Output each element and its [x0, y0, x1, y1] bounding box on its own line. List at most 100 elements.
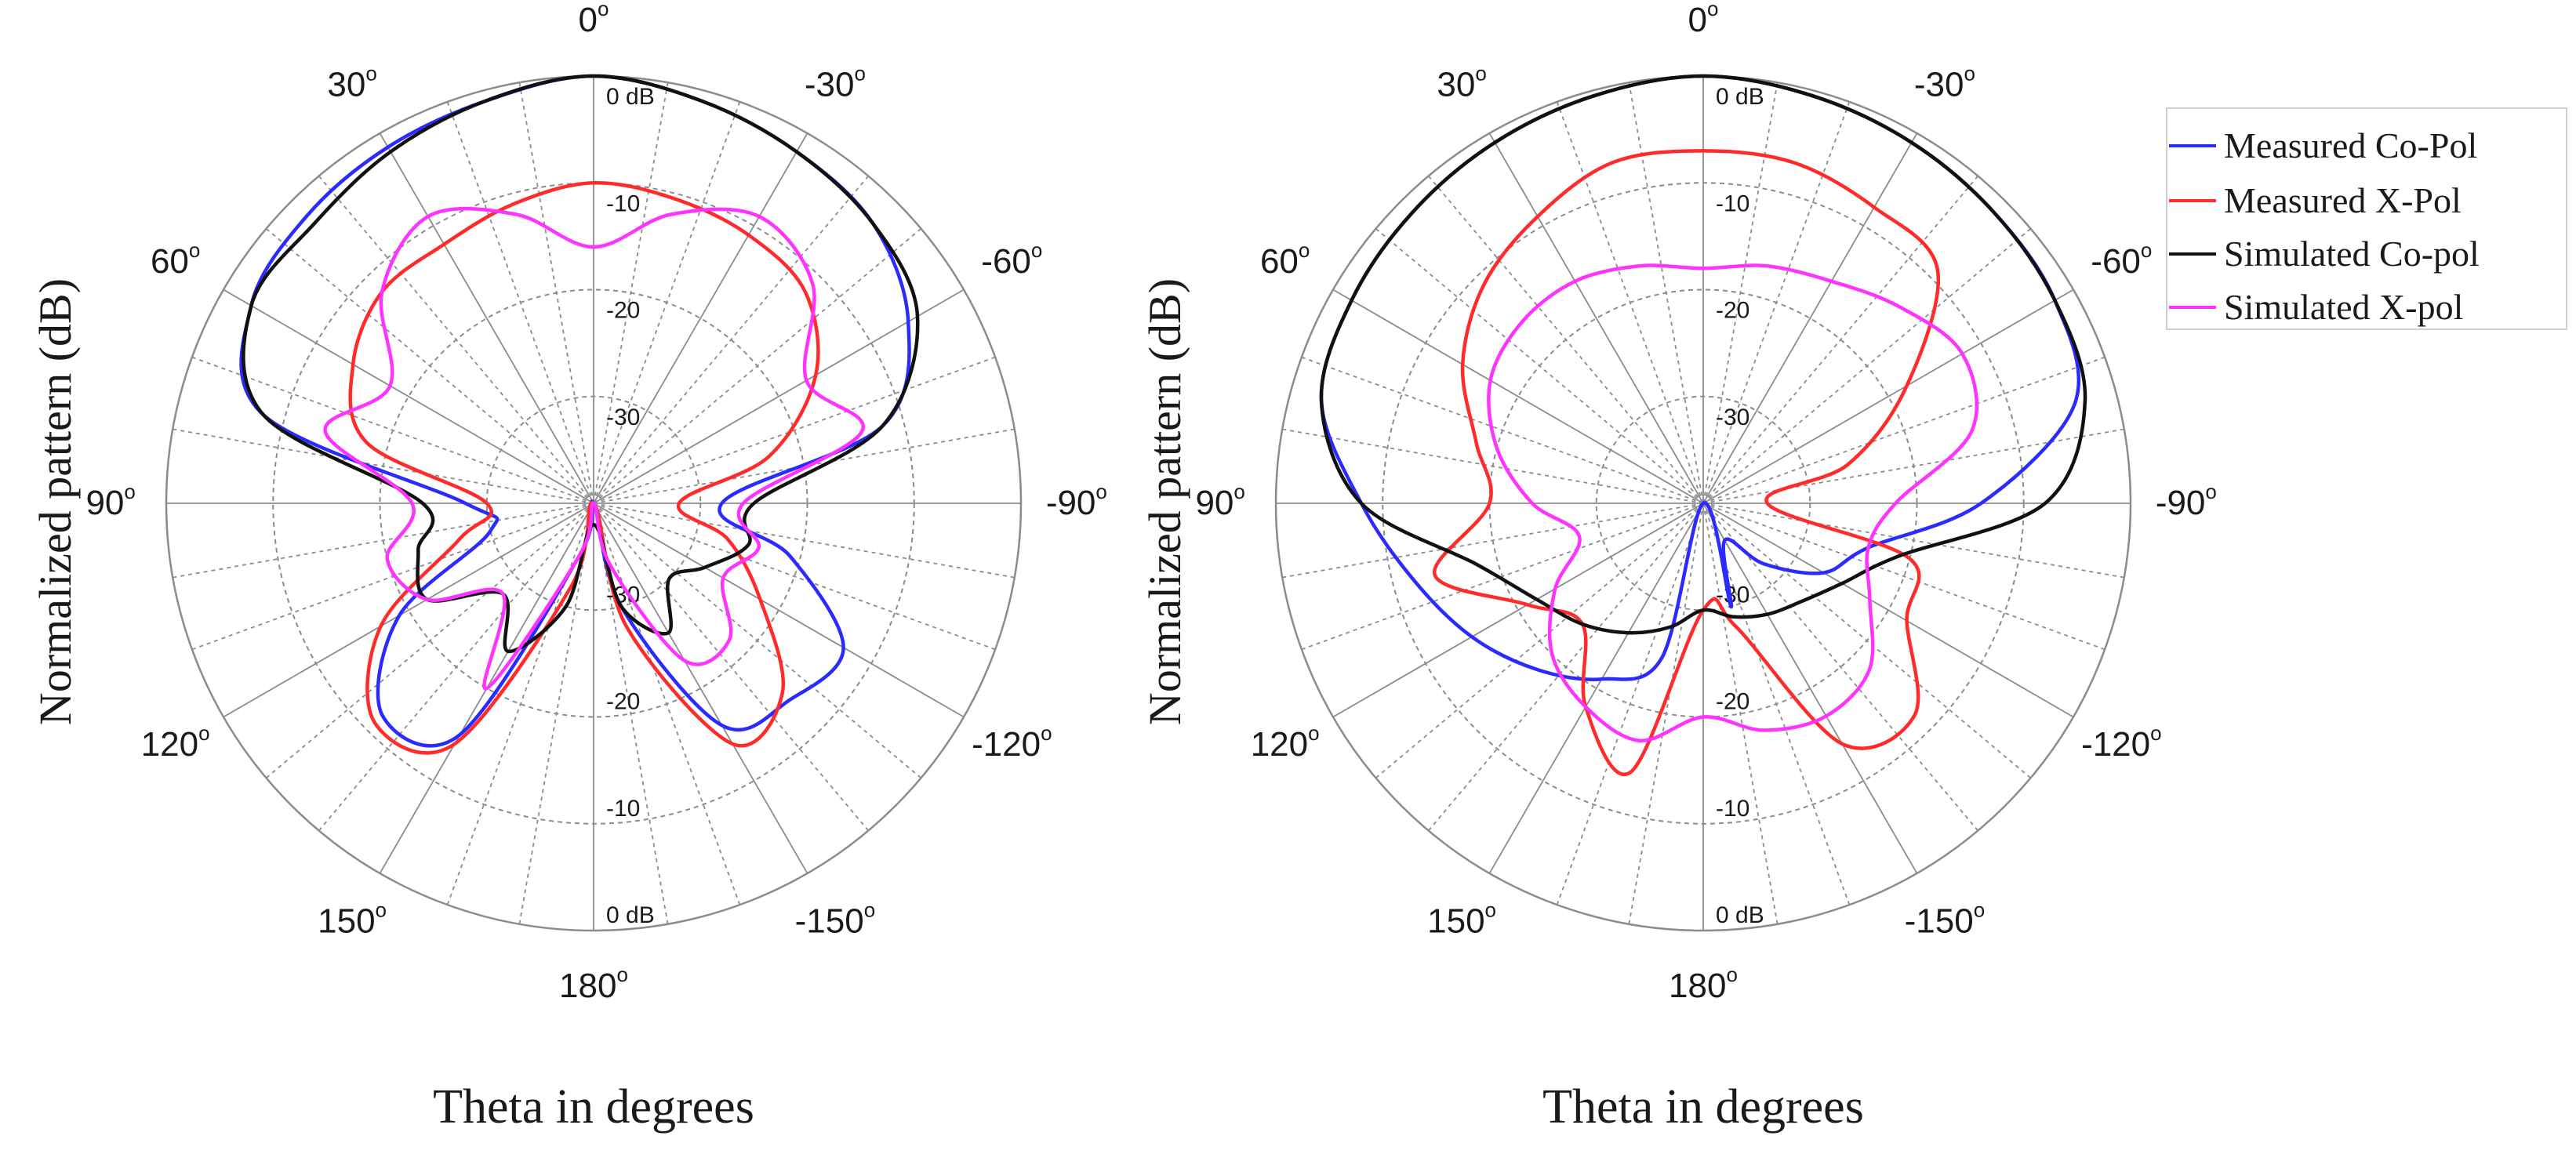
angle-tick-label: 120o [141, 721, 210, 764]
radial-tick-label: -20 [606, 298, 640, 324]
angle-tick-label: 150o [1427, 898, 1496, 940]
angle-tick-label: 120o [1251, 721, 1320, 764]
grid-spoke [1488, 503, 1704, 874]
grid-spoke [1301, 503, 1704, 651]
grid-spoke [379, 132, 594, 504]
radial-tick-label: 0 dB [606, 84, 655, 110]
grid-spoke [1488, 132, 1704, 504]
degree-sign: o [1974, 898, 1985, 921]
angle-tick-label: 0o [1688, 0, 1719, 39]
degree-sign: o [198, 721, 209, 745]
angle-tick-label: -60o [2091, 238, 2152, 281]
angle-tick-label: 90o [1195, 480, 1244, 522]
degree-sign: o [1095, 480, 1106, 503]
radial-tick-label: -10 [1716, 796, 1749, 822]
legend-box [2166, 107, 2567, 330]
degree-sign: o [1031, 238, 1042, 262]
grid-spoke [265, 503, 594, 779]
grid-spoke [593, 503, 965, 718]
polar-grid [165, 74, 1023, 932]
polar-grid [1274, 74, 2132, 932]
radial-tick-label: -10 [1716, 191, 1749, 216]
degree-sign: o [598, 0, 609, 20]
grid-spoke [1702, 227, 2032, 504]
angle-tick-label: -90o [1046, 480, 1107, 522]
grid-spoke [518, 82, 594, 504]
grid-spoke [1702, 82, 1778, 504]
degree-sign: o [1707, 0, 1718, 20]
grid-spoke [1702, 356, 2105, 504]
grid-spoke [593, 288, 965, 504]
grid-spoke [1702, 503, 1979, 832]
grid-spoke [191, 503, 594, 651]
angle-tick-label: 90o [85, 480, 135, 522]
grid-spoke [593, 101, 741, 504]
grid-spoke [1556, 101, 1704, 504]
grid-spoke [1702, 503, 1778, 924]
grid-spoke [1702, 101, 1851, 504]
grid-spoke [265, 227, 594, 504]
grid-spoke [173, 503, 594, 579]
grid-spoke [1332, 288, 1704, 504]
angle-tick-label: -30o [1914, 62, 1975, 104]
angle-tick-label: 150o [318, 898, 387, 940]
grid-spoke [173, 428, 594, 504]
grid-spoke [1702, 503, 2032, 779]
angle-tick-label: -90o [2156, 480, 2217, 522]
grid-spoke [191, 356, 594, 504]
grid-spoke [1702, 132, 1918, 504]
grid-spoke [518, 503, 594, 924]
degree-sign: o [1726, 963, 1737, 986]
degree-sign: o [2150, 721, 2161, 745]
legend: Measured Co-Pol Measured X-Pol Simulated… [2166, 107, 2567, 330]
grid-spoke [1282, 503, 1704, 579]
grid-spoke [1702, 503, 2105, 651]
degree-sign: o [1308, 721, 1319, 745]
grid-spoke [1375, 227, 1704, 504]
angle-tick-label: -150o [1905, 898, 1986, 940]
grid-spoke [593, 503, 741, 905]
grid-spoke [593, 82, 669, 504]
grid-spoke [1427, 503, 1704, 832]
grid-spoke [593, 503, 922, 779]
degree-sign: o [854, 62, 865, 85]
degree-sign: o [365, 62, 376, 85]
angle-tick-label: 60o [151, 238, 200, 281]
grid-spoke [1427, 175, 1704, 504]
grid-spoke [1702, 503, 2074, 718]
degree-sign: o [1234, 480, 1244, 503]
series-line-measured-x-pol [1433, 149, 1940, 776]
grid-spoke [593, 503, 808, 874]
angle-tick-label: 30o [327, 62, 376, 104]
degree-sign: o [2205, 480, 2216, 503]
grid-spoke [318, 503, 594, 832]
series-line-simulated-co-pol [1319, 74, 2087, 635]
angle-tick-label: -120o [2081, 721, 2162, 764]
angle-tick-label: 60o [1260, 238, 1310, 281]
degree-sign: o [1485, 898, 1496, 921]
angle-tick-label: 180o [559, 963, 628, 1005]
grid-spoke [593, 503, 1015, 579]
angle-tick-label: -150o [795, 898, 876, 940]
grid-spoke [1702, 503, 1918, 874]
radial-tick-label: -10 [606, 191, 640, 216]
radial-tick-label: -20 [1716, 689, 1749, 715]
y-axis-label-right: Normalized pattern (dB) [1139, 278, 1190, 725]
polar-chart-right: 0o 30o 60o 90o 120o 150o 180o -120o -150o -90o -60… [1195, 0, 2216, 1005]
grid-spoke [1332, 503, 1704, 718]
grid-spoke [593, 227, 922, 504]
polar-chart-left: 0o 30o 60o 90o 120o 150o 180o -120o -150o -90o -60… [85, 0, 1106, 1005]
radial-tick-label: -10 [606, 796, 640, 822]
grid-spoke [1702, 175, 1979, 504]
grid-spoke [593, 356, 996, 504]
grid-spoke [1375, 503, 1704, 779]
angle-tick-label: -60o [981, 238, 1042, 281]
radial-tick-label: -30 [606, 405, 640, 430]
angle-tick-label: 30o [1437, 62, 1486, 104]
grid-spoke [1301, 356, 1704, 504]
series-line-measured-x-pol [348, 181, 820, 755]
y-axis-label-left: Normalized pattern (dB) [30, 278, 81, 725]
degree-sign: o [376, 898, 387, 921]
degree-sign: o [2141, 238, 2152, 262]
